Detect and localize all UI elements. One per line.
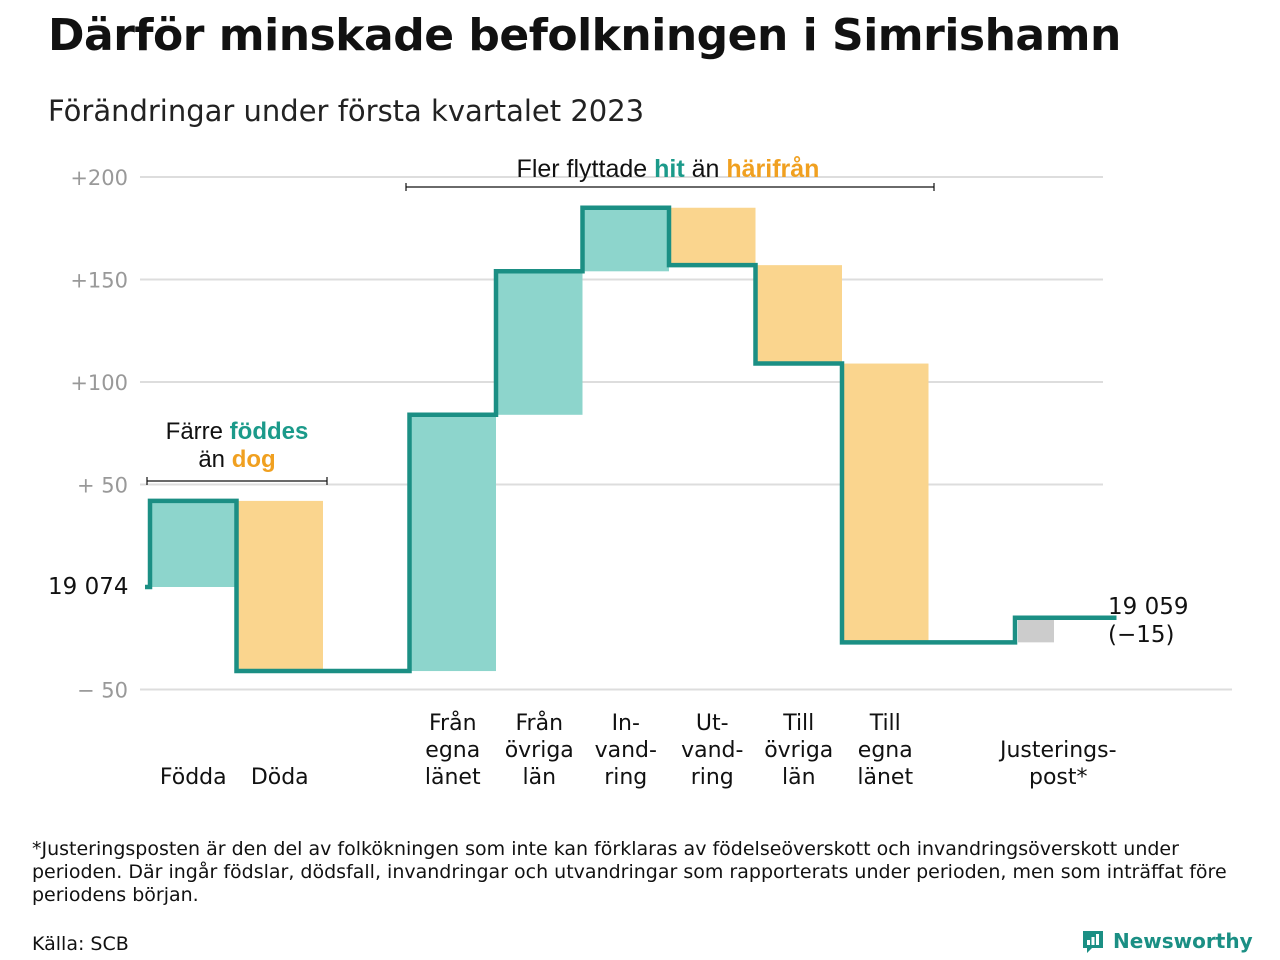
chart-subtitle: Förändringar under första kvartalet 2023	[48, 94, 645, 128]
category-label: övriga	[505, 738, 574, 763]
category-label: vand-	[595, 738, 657, 763]
y-tick-label: +150	[70, 269, 128, 293]
category-label: ring	[604, 765, 647, 790]
end-value-label: 19 059	[1108, 594, 1188, 620]
y-tick-label: − 50	[77, 679, 128, 703]
waterfall-bar	[584, 207, 669, 272]
y-tick-label: +100	[70, 371, 128, 395]
footnote: *Justeringsposten är den del av folkökni…	[32, 838, 1227, 906]
category-label: egna	[425, 738, 480, 763]
waterfall-bar	[498, 271, 583, 415]
end-change-label: (−15)	[1108, 622, 1174, 648]
category-label: egna	[858, 738, 913, 763]
category-label: Ut-	[696, 711, 729, 736]
annotation-migration: Fler flyttade hit än härifrån	[517, 155, 820, 183]
waterfall-bar	[152, 500, 237, 587]
category-label: Döda	[251, 765, 309, 790]
y-tick-label: +200	[70, 166, 128, 190]
waterfall-bar	[757, 265, 842, 364]
chart-title: Därför minskade befolkningen i Simrisham…	[48, 10, 1121, 61]
newsworthy-logo-icon	[1083, 931, 1103, 953]
start-value-label: 19 074	[48, 574, 128, 600]
category-label: post*	[1029, 765, 1088, 790]
waterfall-bar	[671, 207, 756, 266]
category-label: Till	[782, 711, 814, 736]
newsworthy-logo-text: Newsworthy	[1113, 929, 1253, 953]
source-label: Källa: SCB	[32, 933, 129, 955]
annotation-births-deaths: Färre föddes	[166, 418, 309, 445]
newsworthy-logo: Newsworthy	[1080, 928, 1253, 954]
category-label: län	[522, 765, 556, 790]
category-label: ring	[691, 765, 734, 790]
category-label: Från	[515, 710, 563, 736]
category-label: Från	[429, 710, 477, 736]
y-tick-label: + 50	[77, 474, 128, 498]
category-label: länet	[857, 765, 913, 790]
category-label: Födda	[160, 765, 227, 790]
category-label: övriga	[764, 738, 833, 763]
category-label: Justerings-	[998, 738, 1117, 763]
cumulative-step-line	[145, 205, 1117, 674]
category-label: vand-	[681, 738, 743, 763]
waterfall-bar	[844, 363, 929, 643]
category-label: länet	[425, 765, 481, 790]
waterfall-bar	[1018, 617, 1054, 643]
category-label: län	[782, 765, 816, 790]
waterfall-bar	[238, 500, 323, 672]
category-label: In-	[612, 711, 640, 736]
annotation-births-deaths-line2: än dog	[198, 446, 275, 473]
waterfall-bar	[411, 414, 496, 672]
category-label: Till	[869, 711, 901, 736]
